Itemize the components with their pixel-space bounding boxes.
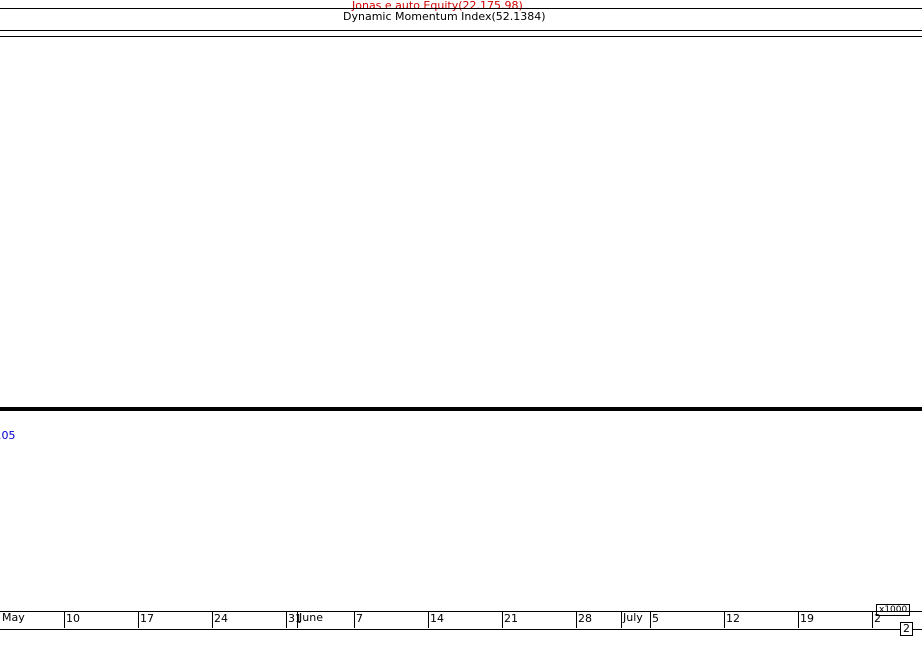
date-separator — [872, 611, 873, 628]
indicator-title-equity: Jonas e auto Equity(22.175.98) — [352, 0, 523, 12]
date-separator — [64, 611, 65, 628]
dmi-bottom-border — [0, 30, 922, 31]
date-label-5: 5 — [652, 612, 659, 625]
dmi-top-border — [0, 8, 922, 9]
axis-corner-label: 2 — [900, 622, 913, 636]
pane-divider-upper — [0, 36, 922, 37]
date-separator — [576, 611, 577, 628]
date-label-28: 28 — [578, 612, 592, 625]
date-axis[interactable]: 10 17 24 31 7 14 21 28 5 12 19 2 May June July — [0, 611, 922, 645]
date-separator — [428, 611, 429, 628]
date-separator — [354, 611, 355, 628]
date-separator — [650, 611, 651, 628]
date-label-2: 2 — [874, 612, 881, 625]
date-label-12: 12 — [726, 612, 740, 625]
month-separator — [621, 611, 622, 628]
month-label-may: May — [2, 611, 25, 624]
last-price-label: .05 — [0, 429, 16, 442]
date-label-14: 14 — [430, 612, 444, 625]
date-label-17: 17 — [140, 612, 154, 625]
date-separator — [724, 611, 725, 628]
date-label-19: 19 — [800, 612, 814, 625]
month-separator — [297, 611, 298, 628]
month-label-july: July — [623, 611, 643, 624]
date-label-10: 10 — [66, 612, 80, 625]
month-label-june: June — [299, 611, 323, 624]
indicator-title-dmi: Dynamic Momentum Index(52.1384) — [343, 10, 546, 23]
date-separator — [212, 611, 213, 628]
date-label-24: 24 — [214, 612, 228, 625]
date-tick-row — [0, 611, 922, 630]
date-separator — [286, 611, 287, 628]
date-separator — [138, 611, 139, 628]
date-label-31: 31 — [288, 612, 302, 625]
date-separator — [798, 611, 799, 628]
month-row — [0, 628, 922, 645]
date-label-21: 21 — [504, 612, 518, 625]
date-separator — [502, 611, 503, 628]
volume-scale-box: x1000 — [876, 604, 911, 616]
date-label-7: 7 — [356, 612, 363, 625]
pane-divider-lower — [0, 407, 922, 411]
